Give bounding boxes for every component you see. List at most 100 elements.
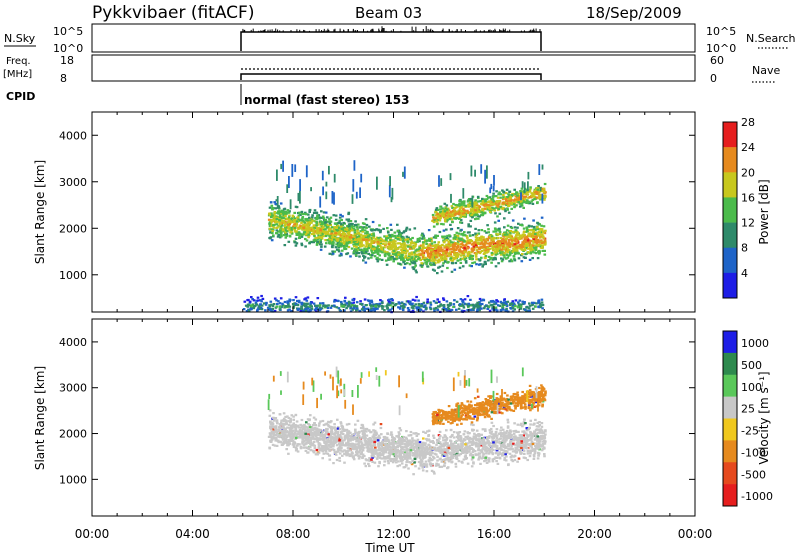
data-cell	[507, 233, 511, 236]
data-cell	[320, 245, 323, 248]
data-cell	[317, 230, 321, 233]
data-cell	[331, 243, 334, 246]
data-cell	[334, 218, 338, 221]
data-cell	[481, 214, 485, 217]
data-cell	[490, 235, 494, 238]
data-cell	[335, 306, 339, 309]
data-cell	[492, 185, 495, 192]
data-cell	[538, 197, 541, 200]
data-cell	[251, 298, 254, 301]
colorbar-segment	[723, 222, 737, 249]
data-cell	[441, 207, 444, 210]
data-cell	[528, 190, 532, 193]
data-cell	[374, 305, 377, 308]
data-cell	[453, 258, 456, 261]
data-cell	[494, 202, 498, 205]
data-cell	[541, 193, 544, 204]
data-cell	[271, 224, 275, 227]
data-cell	[500, 251, 504, 254]
data-cell	[530, 234, 534, 237]
data-cell	[491, 306, 494, 309]
data-cell	[438, 219, 442, 222]
data-cell	[477, 200, 480, 203]
data-cell	[430, 249, 433, 252]
data-cell	[361, 222, 365, 225]
data-cell	[295, 420, 299, 423]
data-cell	[504, 310, 508, 313]
data-cell	[342, 221, 345, 225]
data-cell	[329, 220, 333, 223]
data-cell	[453, 268, 457, 271]
data-cell	[473, 201, 476, 204]
data-cell	[301, 424, 304, 427]
data-cell	[375, 432, 378, 435]
data-cell	[324, 232, 327, 235]
data-cell	[490, 206, 494, 209]
data-cell	[394, 240, 397, 243]
data-cell	[514, 234, 518, 237]
data-cell	[418, 240, 421, 243]
data-cell	[402, 231, 406, 234]
data-cell	[515, 200, 518, 203]
data-cell	[316, 297, 320, 300]
data-cell	[358, 245, 362, 248]
data-cell	[398, 306, 402, 310]
data-cell	[528, 232, 532, 235]
data-cell	[474, 253, 478, 256]
data-cell	[332, 462, 335, 465]
data-cell	[367, 252, 370, 255]
data-cell	[269, 300, 273, 303]
data-cell	[456, 227, 460, 230]
data-cell	[250, 308, 253, 311]
data-cell	[326, 310, 330, 313]
data-cell	[389, 234, 392, 237]
data-cell	[480, 249, 484, 252]
data-cell	[460, 205, 464, 208]
data-cell	[485, 231, 488, 234]
data-cell	[386, 227, 389, 230]
data-cell	[442, 258, 446, 261]
data-cell	[365, 239, 369, 243]
data-cell	[531, 244, 535, 247]
data-cell	[268, 432, 272, 435]
data-cell	[257, 299, 260, 302]
data-cell	[436, 298, 439, 301]
data-cell	[309, 221, 313, 224]
data-cell	[308, 305, 311, 308]
data-cell	[512, 199, 516, 202]
data-cell	[453, 245, 456, 248]
data-cell	[311, 216, 314, 219]
data-cell	[439, 443, 443, 446]
data-cell	[370, 245, 374, 248]
data-cell	[322, 235, 325, 238]
data-cell	[355, 251, 359, 255]
data-cell	[498, 232, 502, 235]
data-cell	[418, 246, 421, 249]
data-cell	[421, 232, 424, 235]
data-cell	[270, 239, 274, 242]
data-cell	[439, 211, 442, 214]
data-cell	[378, 224, 381, 227]
data-cell	[376, 260, 380, 263]
data-cell	[539, 245, 542, 248]
data-cell	[336, 238, 340, 241]
data-cell	[328, 222, 332, 225]
data-cell	[471, 212, 475, 216]
data-cell	[504, 210, 507, 213]
data-cell	[377, 237, 380, 240]
data-cell	[533, 198, 536, 201]
data-cell	[537, 305, 540, 308]
data-cell	[427, 434, 430, 437]
data-cell	[490, 251, 494, 255]
data-cell	[526, 193, 530, 196]
data-cell	[544, 241, 547, 244]
data-cell	[445, 246, 449, 249]
data-cell	[449, 259, 453, 262]
data-cell	[419, 244, 423, 247]
data-cell	[475, 246, 478, 249]
data-cell	[476, 250, 480, 253]
data-cell	[343, 237, 347, 240]
data-cell	[310, 187, 312, 192]
data-cell	[321, 302, 325, 305]
